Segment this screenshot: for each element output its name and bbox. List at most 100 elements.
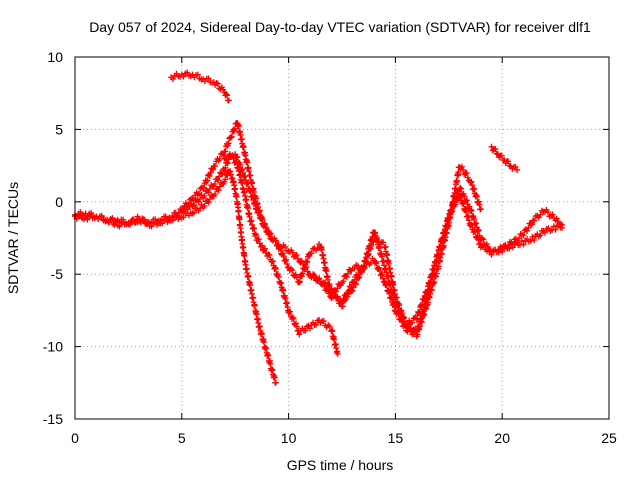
- data-point: [293, 274, 300, 281]
- data-point: [446, 219, 453, 226]
- data-point: [289, 267, 296, 274]
- data-point: [253, 311, 260, 318]
- data-point: [463, 197, 470, 204]
- data-point: [337, 300, 344, 307]
- data-point: [235, 208, 242, 215]
- data-point: [197, 195, 204, 202]
- data-point: [120, 216, 127, 223]
- data-point: [283, 261, 290, 268]
- data-point: [549, 211, 556, 218]
- data-point: [293, 323, 300, 330]
- data-point: [391, 302, 398, 309]
- data-point: [343, 274, 350, 281]
- data-point: [471, 185, 478, 192]
- data-point: [223, 90, 230, 97]
- data-point: [498, 152, 505, 159]
- data-point: [214, 80, 221, 87]
- y-tick-label: -5: [51, 266, 64, 282]
- data-point: [194, 191, 201, 198]
- data-point: [205, 199, 212, 206]
- data-point: [235, 123, 242, 130]
- data-point: [260, 221, 267, 228]
- data-point: [145, 218, 152, 225]
- data-point: [300, 265, 307, 272]
- data-point: [345, 287, 352, 294]
- data-point: [252, 200, 259, 207]
- data-point: [204, 177, 211, 184]
- data-point: [340, 278, 347, 285]
- data-point: [559, 221, 566, 228]
- data-point: [528, 221, 535, 228]
- data-point: [279, 250, 286, 257]
- data-point: [469, 182, 476, 189]
- data-point: [272, 265, 279, 272]
- data-point: [228, 133, 235, 140]
- data-point: [285, 248, 292, 255]
- data-point: [462, 205, 469, 212]
- data-point: [266, 251, 273, 258]
- data-point: [222, 164, 229, 171]
- data-point: [191, 209, 198, 216]
- data-point: [208, 182, 215, 189]
- data-point: [492, 146, 499, 153]
- data-point: [247, 282, 254, 289]
- data-point: [194, 71, 201, 78]
- data-point: [227, 171, 234, 178]
- data-point: [531, 237, 538, 244]
- data-point: [140, 216, 147, 223]
- data-point: [212, 191, 219, 198]
- data-point: [296, 331, 303, 338]
- data-point: [262, 224, 269, 231]
- data-point: [345, 291, 352, 298]
- data-point: [301, 266, 308, 273]
- data-point: [306, 325, 313, 332]
- data-point: [229, 175, 236, 182]
- data-point: [458, 163, 465, 170]
- data-point: [223, 156, 230, 163]
- data-point: [299, 270, 306, 277]
- data-point: [225, 140, 232, 147]
- data-point: [180, 206, 187, 213]
- data-point: [486, 246, 493, 253]
- data-point: [421, 311, 428, 318]
- data-point: [472, 220, 479, 227]
- data-point: [373, 260, 380, 267]
- data-point: [233, 193, 240, 200]
- x-tick-label: 5: [178, 430, 186, 446]
- data-point: [274, 271, 281, 278]
- data-point: [271, 374, 278, 381]
- data-point: [280, 253, 287, 260]
- data-point: [331, 288, 338, 295]
- data-point: [335, 295, 342, 302]
- data-point: [239, 166, 246, 173]
- x-tick-label: 10: [281, 430, 297, 446]
- data-point: [425, 299, 432, 306]
- data-point: [387, 281, 394, 288]
- data-point: [282, 243, 289, 250]
- data-point: [376, 245, 383, 252]
- data-point: [331, 336, 338, 343]
- data-point: [207, 169, 214, 176]
- data-point: [355, 271, 362, 278]
- data-point: [224, 160, 231, 167]
- data-point: [266, 229, 273, 236]
- data-point: [175, 209, 182, 216]
- data-point: [402, 322, 409, 329]
- data-point: [435, 263, 442, 270]
- data-point: [240, 169, 247, 176]
- data-point: [252, 231, 259, 238]
- data-point: [431, 278, 438, 285]
- data-point: [282, 257, 289, 264]
- data-point: [181, 202, 188, 209]
- data-point: [250, 196, 257, 203]
- data-point: [376, 267, 383, 274]
- data-point: [468, 207, 475, 214]
- data-point: [383, 282, 390, 289]
- data-point: [476, 201, 483, 208]
- y-tick-label: 10: [47, 49, 63, 65]
- data-point: [322, 279, 329, 286]
- data-point: [77, 211, 84, 218]
- data-point: [210, 166, 217, 173]
- data-point: [240, 144, 247, 151]
